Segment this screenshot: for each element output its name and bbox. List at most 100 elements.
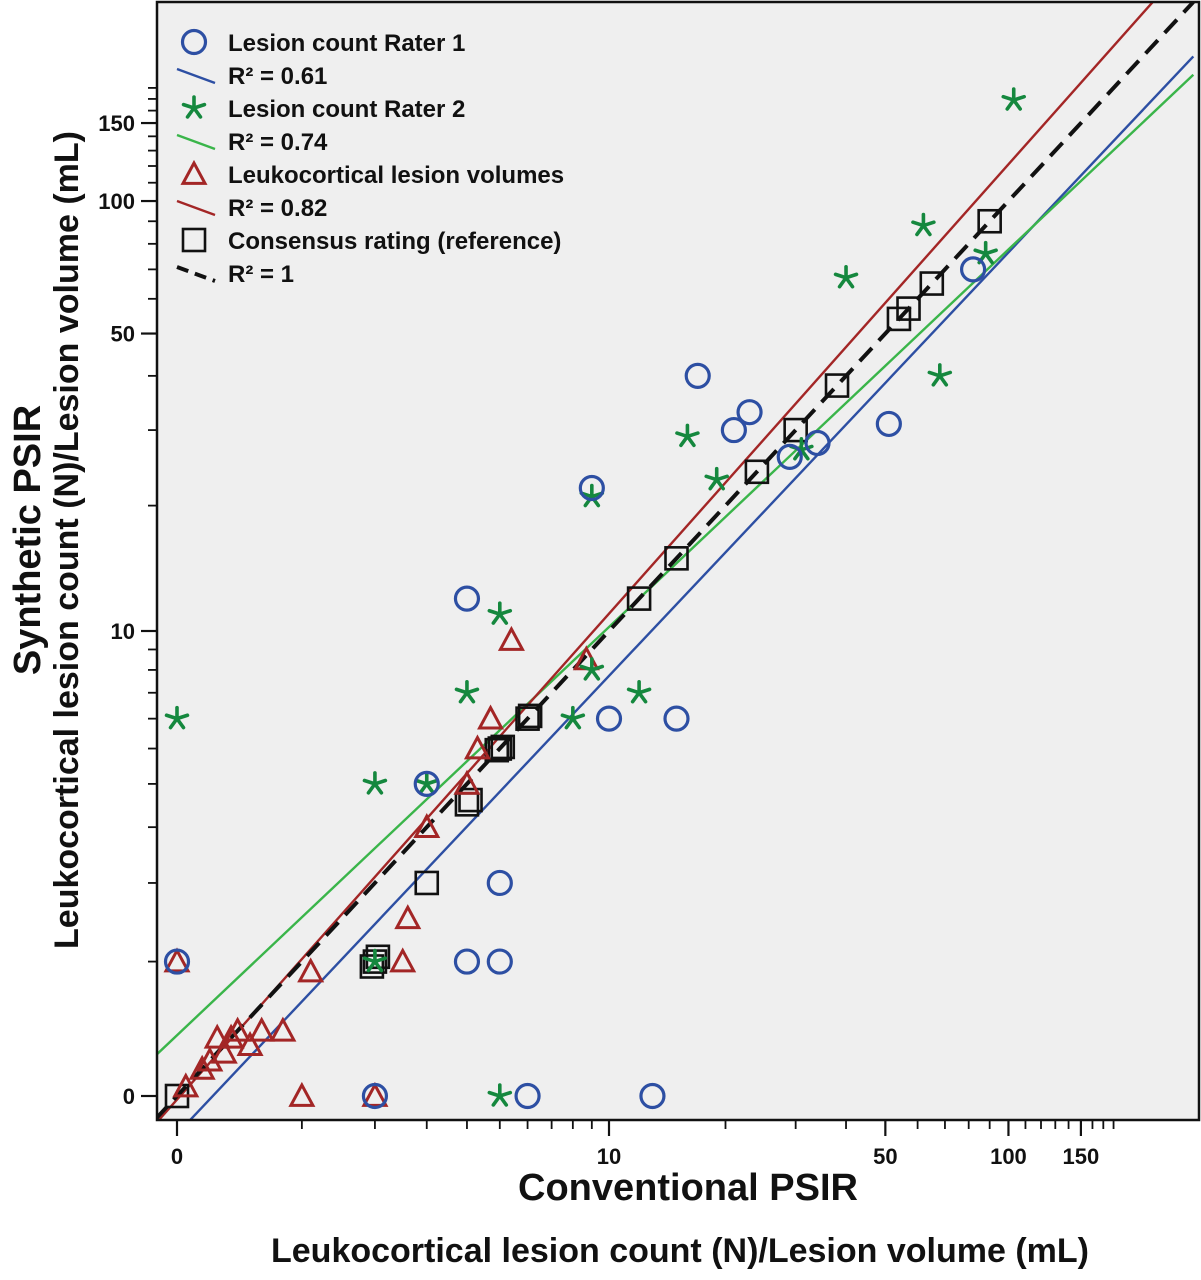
- triangle-point: [413, 813, 441, 839]
- triangle-point: [463, 734, 491, 760]
- legend-square-marker: [181, 227, 207, 253]
- x-axis-title: Conventional PSIR: [518, 1167, 858, 1209]
- circle-point: [720, 416, 747, 444]
- square-point: [517, 703, 543, 729]
- circle-point: [578, 474, 605, 502]
- circle-point: [639, 1082, 666, 1110]
- legend-fit-swatch: [176, 67, 216, 85]
- x-tick-label: 10: [597, 1144, 621, 1169]
- y-tick-label: 100: [98, 189, 135, 214]
- star-point: [911, 212, 936, 237]
- star-point: [973, 240, 998, 265]
- triangle-point: [497, 625, 525, 651]
- fit-line: [188, 55, 1195, 1120]
- square-point: [414, 870, 440, 896]
- square-point: [359, 954, 385, 979]
- y-tick-label: 0: [123, 1084, 135, 1109]
- circle-point: [413, 770, 440, 797]
- triangle-point: [163, 947, 191, 973]
- legend-triangle-marker: [180, 159, 208, 185]
- circle-point: [595, 705, 623, 732]
- x-tick-label: 50: [873, 1144, 897, 1169]
- star-point: [579, 657, 605, 681]
- fit-line: [157, 73, 1195, 1056]
- y-axis-subtitle: Leukocortical lesion count (N)/Lesion vo…: [48, 131, 86, 949]
- data-points: [163, 87, 1026, 1110]
- triangle-point: [477, 704, 505, 730]
- x-tick-label: 150: [1063, 1144, 1100, 1169]
- square-point: [783, 417, 808, 443]
- triangle-point: [236, 1030, 264, 1056]
- legend-series-label: Lesion count Rater 1: [228, 30, 465, 57]
- square-point: [896, 296, 921, 321]
- circle-point: [453, 585, 481, 612]
- legend-star-marker: [181, 95, 207, 119]
- star-point: [362, 771, 388, 795]
- triangle-point: [361, 1081, 389, 1107]
- square-point: [824, 373, 850, 398]
- legend-fit-label: R² = 1: [228, 261, 294, 288]
- triangle-point: [288, 1081, 316, 1107]
- y-tick-label: 50: [111, 322, 135, 347]
- legend-fit-swatch: [176, 133, 216, 151]
- star-point: [927, 363, 953, 387]
- circle-point: [453, 948, 481, 975]
- triangle-point: [248, 1016, 276, 1042]
- circle-point: [684, 362, 711, 389]
- x-axis-subtitle: Leukocortical lesion count (N)/Lesion vo…: [271, 1232, 1089, 1270]
- y-tick-label: 10: [111, 619, 135, 644]
- star-point: [704, 466, 729, 491]
- star-point: [362, 948, 388, 973]
- circle-point: [361, 1082, 389, 1110]
- star-point: [560, 705, 586, 730]
- legend-circle-marker: [180, 28, 208, 56]
- star-point: [487, 601, 513, 625]
- star-point: [626, 679, 652, 704]
- fit-line: [157, 2, 1195, 1120]
- triangle-point: [203, 1023, 231, 1049]
- legend-fit-label: R² = 0.61: [228, 63, 327, 90]
- square-point: [664, 546, 689, 571]
- circle-point: [776, 443, 803, 470]
- circle-point: [736, 399, 763, 426]
- square-point: [919, 271, 945, 296]
- legend-series-label: Lesion count Rater 2: [228, 96, 465, 123]
- triangle-point: [269, 1016, 297, 1042]
- triangle-point: [297, 957, 325, 983]
- circle-point: [959, 256, 987, 283]
- star-point: [414, 771, 440, 795]
- square-point: [744, 459, 770, 485]
- legend: Lesion count Rater 1 R² = 0.61 Lesion coun…: [176, 28, 564, 288]
- square-point: [490, 734, 516, 760]
- circle-point: [804, 429, 831, 457]
- circle-point: [875, 410, 902, 438]
- triangle-point: [224, 1016, 252, 1042]
- legend-series-label: Consensus rating (reference): [228, 228, 561, 255]
- square-point: [977, 208, 1002, 234]
- circle-point: [486, 948, 513, 975]
- legend-series-label: Leukocortical lesion volumes: [228, 162, 564, 189]
- circle-point: [163, 948, 191, 975]
- x-tick-label: 100: [990, 1144, 1027, 1169]
- triangle-point: [188, 1054, 216, 1080]
- legend-fit-swatch: [176, 265, 216, 283]
- square-point: [458, 787, 483, 813]
- star-point: [164, 705, 190, 730]
- star-point: [454, 679, 480, 704]
- triangle-point: [394, 904, 422, 930]
- star-point: [1001, 87, 1026, 111]
- triangle-point: [389, 947, 417, 973]
- triangle-point: [217, 1023, 245, 1049]
- y-axis-title: Synthetic PSIR: [7, 405, 49, 675]
- circle-point: [486, 869, 513, 897]
- square-point: [626, 586, 652, 611]
- star-point: [487, 1083, 513, 1107]
- plot-frame: [155, 0, 1201, 1122]
- star-point: [833, 264, 859, 289]
- circle-point: [514, 1082, 541, 1110]
- axes: 0 10 50 100 150 0 10 50 100 150: [98, 87, 1115, 1169]
- circle-point: [663, 705, 690, 732]
- triangle-point: [210, 1038, 238, 1064]
- star-point: [675, 423, 700, 448]
- legend-fit-swatch: [176, 199, 216, 217]
